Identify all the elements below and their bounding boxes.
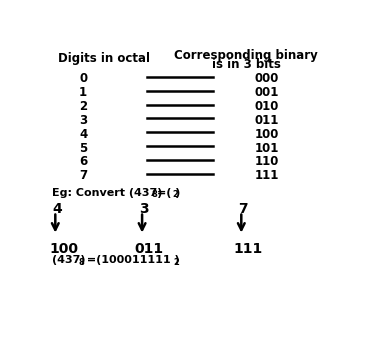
Text: 3: 3: [79, 114, 87, 127]
Text: 010: 010: [255, 100, 279, 113]
Text: 0: 0: [79, 72, 87, 85]
Text: 7: 7: [79, 169, 87, 182]
Text: 011: 011: [255, 114, 279, 127]
Text: 6: 6: [79, 155, 87, 168]
Text: 000: 000: [255, 72, 279, 85]
Text: 111: 111: [234, 242, 263, 256]
Text: 2: 2: [172, 190, 178, 199]
Text: Digits in octal: Digits in octal: [58, 52, 150, 65]
Text: Corresponding binary: Corresponding binary: [174, 49, 318, 62]
Text: Eg: Convert (437): Eg: Convert (437): [52, 188, 163, 198]
Text: 4: 4: [52, 202, 62, 216]
Text: 8: 8: [151, 190, 157, 199]
Text: =(100011111 ): =(100011111 ): [83, 256, 180, 266]
Text: 100: 100: [50, 242, 79, 256]
Text: 5: 5: [79, 141, 87, 155]
Text: (437): (437): [52, 256, 86, 266]
Text: 011: 011: [134, 242, 163, 256]
Text: 111: 111: [255, 169, 279, 182]
Text: 7: 7: [238, 202, 248, 216]
Text: =( ): =( ): [157, 188, 180, 198]
Text: 1: 1: [79, 86, 87, 99]
Text: 100: 100: [255, 128, 279, 141]
Text: 001: 001: [255, 86, 279, 99]
Text: 101: 101: [255, 141, 279, 155]
Text: 8: 8: [78, 258, 84, 267]
Text: 4: 4: [79, 128, 87, 141]
Text: is in 3 bits: is in 3 bits: [212, 58, 280, 71]
Text: 3: 3: [139, 202, 149, 216]
Text: 110: 110: [255, 155, 279, 168]
Text: 2: 2: [174, 258, 180, 267]
Text: 2: 2: [79, 100, 87, 113]
